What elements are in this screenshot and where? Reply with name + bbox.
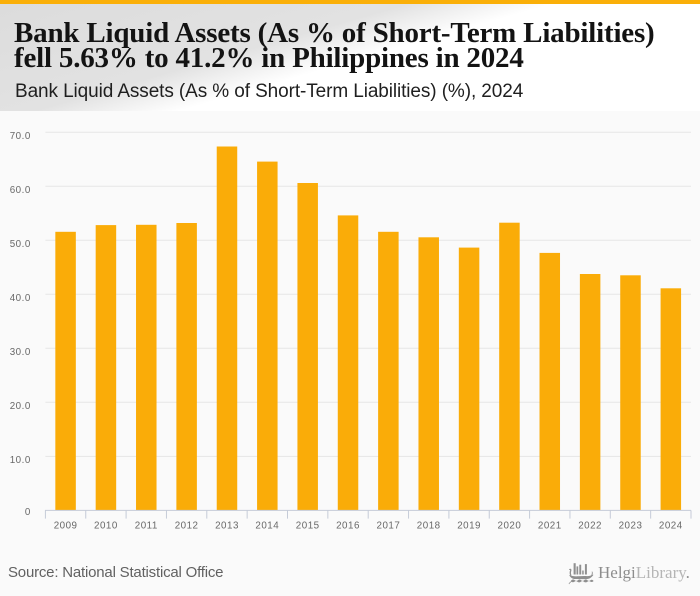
svg-text:2009: 2009 bbox=[54, 521, 78, 532]
svg-text:2010: 2010 bbox=[94, 521, 118, 532]
svg-text:2022: 2022 bbox=[578, 521, 602, 532]
svg-text:10.0: 10.0 bbox=[10, 455, 31, 466]
svg-text:2013: 2013 bbox=[215, 521, 239, 532]
svg-text:20.0: 20.0 bbox=[10, 401, 31, 412]
svg-text:2021: 2021 bbox=[538, 521, 562, 532]
svg-text:60.0: 60.0 bbox=[10, 185, 31, 196]
svg-text:2011: 2011 bbox=[135, 521, 158, 532]
svg-text:50.0: 50.0 bbox=[10, 239, 31, 250]
svg-text:40.0: 40.0 bbox=[10, 293, 31, 304]
svg-text:2019: 2019 bbox=[457, 521, 481, 532]
svg-text:0: 0 bbox=[25, 507, 31, 518]
svg-text:2017: 2017 bbox=[377, 521, 401, 532]
svg-text:2014: 2014 bbox=[255, 521, 279, 532]
svg-text:2015: 2015 bbox=[296, 521, 320, 532]
svg-text:2024: 2024 bbox=[659, 521, 683, 532]
svg-text:30.0: 30.0 bbox=[10, 347, 31, 358]
svg-text:2020: 2020 bbox=[498, 521, 522, 532]
svg-text:2012: 2012 bbox=[175, 521, 199, 532]
svg-text:70.0: 70.0 bbox=[10, 131, 31, 142]
svg-text:2023: 2023 bbox=[619, 521, 643, 532]
svg-text:2016: 2016 bbox=[336, 521, 360, 532]
svg-text:2018: 2018 bbox=[417, 521, 441, 532]
